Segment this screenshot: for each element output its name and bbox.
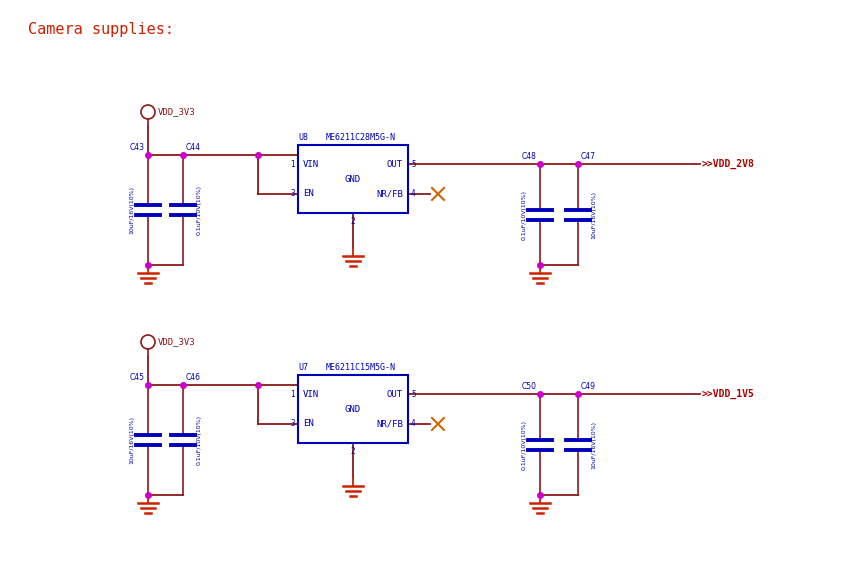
Text: VIN: VIN (303, 160, 319, 169)
Text: C49: C49 (581, 382, 596, 391)
Text: 4: 4 (411, 189, 415, 198)
Text: VDD_3V3: VDD_3V3 (158, 108, 196, 117)
Text: C45: C45 (130, 373, 145, 382)
Text: EN: EN (303, 419, 314, 428)
Text: 3: 3 (290, 419, 295, 428)
Text: NR/FB: NR/FB (376, 189, 403, 198)
Text: OUT: OUT (387, 160, 403, 169)
Text: VIN: VIN (303, 390, 319, 399)
Text: 1: 1 (290, 390, 295, 399)
Text: C48: C48 (523, 152, 537, 161)
Text: C46: C46 (186, 373, 201, 382)
Text: Camera supplies:: Camera supplies: (28, 22, 174, 37)
Text: GND: GND (345, 174, 361, 184)
Text: C43: C43 (130, 143, 145, 152)
Text: C47: C47 (581, 152, 596, 161)
Text: EN: EN (303, 189, 314, 198)
Text: GND: GND (345, 404, 361, 414)
Text: 5: 5 (411, 160, 415, 169)
Text: 3: 3 (290, 189, 295, 198)
Text: C50: C50 (522, 382, 537, 391)
Text: ME6211C28M5G-N: ME6211C28M5G-N (325, 133, 396, 142)
Text: ME6211C15M5G-N: ME6211C15M5G-N (325, 363, 396, 372)
Text: 2: 2 (351, 217, 356, 226)
Text: 0.1uF/10V(10%): 0.1uF/10V(10%) (197, 185, 202, 235)
Text: 4: 4 (411, 419, 415, 428)
Text: 10uF/16V(10%): 10uF/16V(10%) (129, 186, 134, 234)
Text: C44: C44 (186, 143, 201, 152)
Text: 0.1uF/10V(10%): 0.1uF/10V(10%) (522, 419, 527, 470)
Text: 10uF/16V(10%): 10uF/16V(10%) (129, 416, 134, 464)
Text: 2: 2 (351, 447, 356, 456)
Text: 10uF/16V(10%): 10uF/16V(10%) (591, 420, 597, 468)
Text: 10uF/16V(10%): 10uF/16V(10%) (591, 190, 597, 239)
Text: 0.1uF/10V(10%): 0.1uF/10V(10%) (522, 189, 527, 240)
Text: >>VDD_1V5: >>VDD_1V5 (702, 389, 755, 399)
Text: 0.1uF/10V(10%): 0.1uF/10V(10%) (197, 415, 202, 465)
Bar (298, 375, 408, 443)
Text: 1: 1 (290, 160, 295, 169)
Text: U8: U8 (298, 133, 308, 142)
Text: >>VDD_2V8: >>VDD_2V8 (702, 159, 755, 169)
Text: NR/FB: NR/FB (376, 419, 403, 428)
Text: 5: 5 (411, 390, 415, 399)
Bar (298, 145, 408, 213)
Text: OUT: OUT (387, 390, 403, 399)
Text: U7: U7 (298, 363, 308, 372)
Text: VDD_3V3: VDD_3V3 (158, 337, 196, 347)
